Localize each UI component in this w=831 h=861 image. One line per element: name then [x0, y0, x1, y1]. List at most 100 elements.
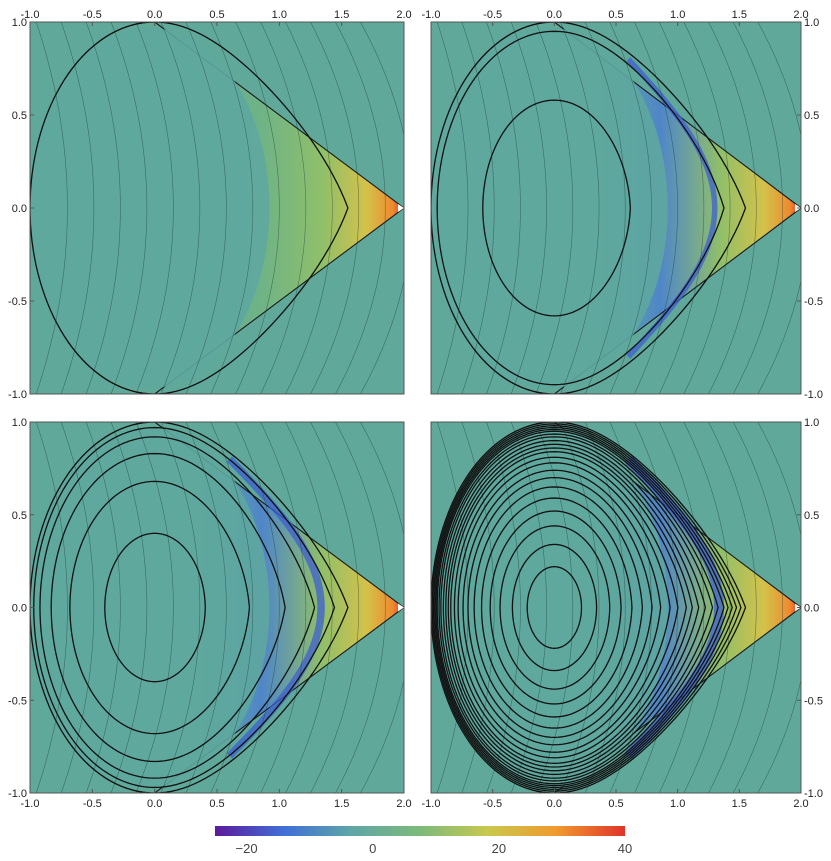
y-tick-label: -1.0 [8, 389, 27, 401]
x-tick-label: -1.0 [21, 9, 40, 21]
flux-surface [436, 430, 725, 785]
colorbar-tick-label: 40 [618, 841, 632, 856]
x-tick-label: 2.0 [793, 9, 808, 21]
x-tick-label: 0.5 [209, 798, 224, 810]
flux-surface [473, 486, 644, 729]
x-tick-label: 1.0 [670, 798, 685, 810]
flux-surface [30, 422, 349, 793]
x-tick-label: 2.0 [396, 798, 411, 810]
y-tick-label: 0.0 [804, 603, 819, 615]
field-contour-line [335, 422, 386, 793]
field-contour-line [85, 422, 121, 793]
field-contour-line [185, 22, 227, 394]
flux-surface [526, 566, 583, 649]
field-contour-line [260, 22, 307, 394]
field-contour-line [135, 22, 174, 394]
field-contour-line [658, 422, 705, 793]
field-contour-line [110, 22, 148, 394]
x-tick-label: 2.0 [793, 798, 808, 810]
x-tick-label: 0.5 [608, 798, 623, 810]
field-contour-line [683, 22, 731, 394]
x-tick-label: 0.5 [608, 9, 623, 21]
y-tick-label: -1.0 [8, 788, 27, 800]
y-tick-label: 0.0 [12, 203, 27, 215]
y-tick-label: 1.0 [804, 17, 819, 29]
core-region [30, 27, 270, 389]
colorbar-gradient [215, 826, 625, 836]
flux-surface [50, 452, 286, 763]
field-contour-line [436, 22, 469, 394]
flux-surface [450, 451, 687, 764]
field-contour-line [260, 422, 307, 793]
field-contour-line [510, 22, 547, 394]
tip-marker [398, 204, 404, 212]
flux-surface [30, 22, 349, 394]
flux-surface [438, 433, 719, 782]
core-region [431, 27, 668, 389]
flux-surface [436, 30, 725, 386]
field-contour-line [732, 22, 783, 394]
y-tick-label: -0.5 [804, 695, 823, 707]
flux-surface [431, 423, 742, 792]
flux-surface [435, 428, 729, 787]
field-contour-line [310, 422, 360, 793]
flux-surface [467, 476, 653, 739]
field-contour-line [160, 22, 201, 394]
y-tick-label: 0.5 [12, 110, 27, 122]
flux-surface [434, 426, 733, 789]
field-contour-line [60, 22, 95, 394]
field-contour-line [584, 22, 626, 394]
field-contour-line [85, 22, 121, 394]
y-tick-label: 1.0 [12, 17, 27, 29]
x-tick-label: -0.5 [483, 9, 502, 21]
x-tick-label: 2.0 [396, 9, 411, 21]
field-contour-line [210, 22, 254, 394]
panel-top-left: -1.0 -0.5 0.0 0.5 1.0 1.5 2.0 1.0 0.5 0.0 -0.5 -1.0 [8, 9, 412, 401]
field-contour-line [110, 422, 148, 793]
y-tick-label: 0.5 [804, 110, 819, 122]
flux-surface [457, 462, 671, 753]
flux-surface [69, 480, 251, 735]
panel-bottom-right: -1.0 -0.5 0.0 0.5 1.0 1.5 2.0 1.0 0.5 0.0 -0.5 -1.0 [422, 417, 823, 810]
field-contour-line [310, 22, 360, 394]
colorbar: −20 0 20 40 [215, 826, 632, 856]
flux-surface [431, 422, 747, 793]
colorbar-tick-label: 0 [369, 841, 376, 856]
field-contour-line [335, 22, 386, 394]
flux-surface [499, 525, 611, 690]
field-contour-line [757, 22, 801, 394]
y-tick-label: -1.0 [804, 788, 823, 800]
x-tick-label: -1.0 [21, 798, 40, 810]
panel-top-right: -1.0 -0.5 0.0 0.5 1.0 1.5 2.01.00.50.0-0.5-1.0 [422, 9, 823, 401]
flux-surface [442, 439, 707, 776]
flux-surface [462, 469, 662, 746]
field-contour-line [535, 422, 574, 793]
field-contour-line [60, 422, 95, 793]
field-contour-line [683, 422, 731, 793]
field-contour-line [560, 22, 600, 394]
tip-marker [398, 603, 404, 612]
field-contour-line [235, 22, 280, 394]
x-tick-label: 1.0 [272, 798, 287, 810]
y-tick-label: 1.0 [12, 417, 27, 429]
x-tick-label: 1.5 [334, 9, 349, 21]
flux-surface [39, 436, 316, 779]
panel-bottom-left: -1.0 -0.5 0.0 0.5 1.0 1.5 2.0 1.0 0.5 0.0 -0.5 -1.0 [8, 417, 412, 810]
field-contour-line [360, 422, 404, 793]
field-contour-line [634, 22, 678, 394]
colorbar-tick-label: 20 [492, 841, 506, 856]
x-tick-label: -1.0 [422, 798, 441, 810]
x-tick-label: -1.0 [422, 9, 441, 21]
flux-surface [453, 456, 679, 759]
flux-surface [511, 543, 598, 672]
field-contour-line [285, 422, 333, 793]
field-contour-line [461, 22, 495, 394]
flux-surface [445, 443, 700, 772]
field-contour-line [708, 22, 757, 394]
x-tick-label: 0.0 [547, 798, 562, 810]
core-region [30, 427, 270, 788]
x-tick-label: 1.0 [272, 9, 287, 21]
field-contour-line [35, 422, 68, 793]
y-tick-label: 0.0 [12, 603, 27, 615]
